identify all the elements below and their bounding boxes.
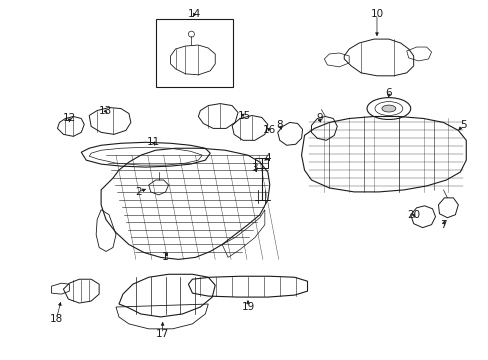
- Text: 13: 13: [98, 105, 111, 116]
- Text: 17: 17: [156, 329, 169, 339]
- Text: 19: 19: [241, 302, 254, 312]
- Text: 18: 18: [50, 314, 63, 324]
- Text: 16: 16: [263, 125, 276, 135]
- Bar: [155, 19, 233, 87]
- Text: 12: 12: [62, 113, 76, 123]
- Ellipse shape: [381, 105, 395, 112]
- Text: 1: 1: [162, 252, 168, 262]
- Text: 14: 14: [187, 9, 201, 19]
- Text: 4: 4: [264, 153, 270, 163]
- Text: 10: 10: [369, 9, 383, 19]
- Text: 7: 7: [439, 220, 446, 230]
- Text: 3: 3: [251, 163, 258, 173]
- Text: 20: 20: [407, 210, 419, 220]
- Text: 6: 6: [385, 88, 391, 98]
- Text: 9: 9: [315, 113, 322, 123]
- Text: 2: 2: [135, 187, 142, 197]
- Text: 11: 11: [147, 137, 160, 147]
- Text: 8: 8: [276, 121, 283, 130]
- Text: 5: 5: [459, 121, 466, 130]
- Text: 15: 15: [237, 111, 250, 121]
